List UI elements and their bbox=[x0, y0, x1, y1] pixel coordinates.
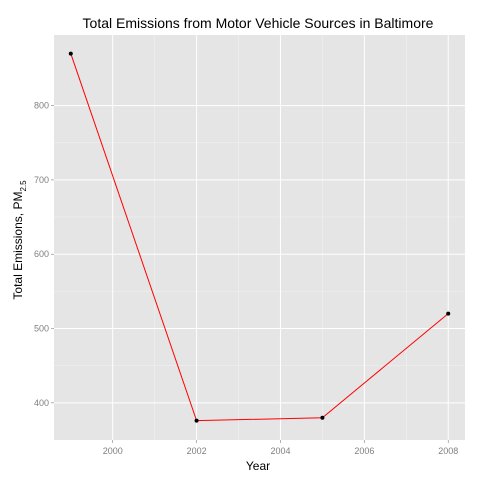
y-tick-label: 700 bbox=[34, 175, 49, 185]
minor-gridlines bbox=[54, 35, 465, 440]
y-tick-label: 800 bbox=[34, 101, 49, 111]
x-tick-label: 2000 bbox=[103, 446, 123, 456]
x-tick-label: 2002 bbox=[187, 446, 207, 456]
y-tick-label: 600 bbox=[34, 249, 49, 259]
data-point bbox=[68, 51, 73, 56]
x-tick-label: 2004 bbox=[270, 446, 290, 456]
y-tick-label: 400 bbox=[34, 398, 49, 408]
x-tick-label: 2006 bbox=[354, 446, 374, 456]
y-axis-label: Total Emissions, PM2.5 bbox=[11, 180, 28, 300]
plot-panel bbox=[54, 35, 465, 440]
axis-ticks: 2000 2002 2004 2006 2008 400 500 600 700 800 bbox=[34, 101, 458, 456]
data-point bbox=[194, 418, 199, 423]
major-gridlines bbox=[54, 35, 465, 440]
y-axis-label-subscript: 2.5 bbox=[19, 180, 28, 192]
x-axis-label: Year bbox=[246, 459, 270, 473]
data-point bbox=[446, 311, 451, 316]
y-tick-label: 500 bbox=[34, 324, 49, 334]
series-layer bbox=[68, 51, 451, 423]
y-axis-label-main: Total Emissions, PM bbox=[11, 192, 25, 300]
data-point bbox=[320, 415, 325, 420]
series-line bbox=[70, 53, 449, 422]
chart-title: Total Emissions from Motor Vehicle Sourc… bbox=[83, 15, 434, 31]
x-tick-label: 2008 bbox=[438, 446, 458, 456]
